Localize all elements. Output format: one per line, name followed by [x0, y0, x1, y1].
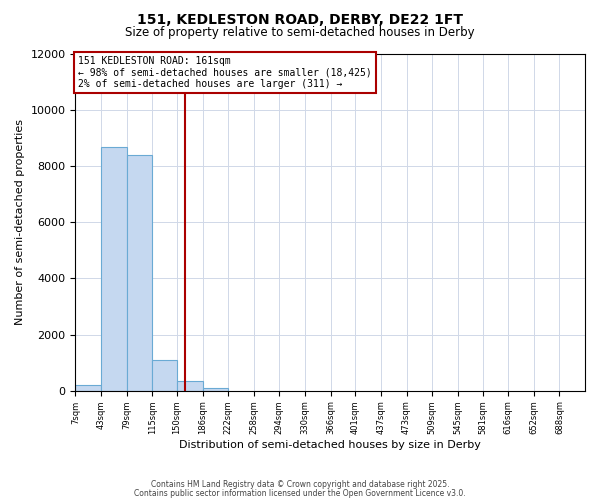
Bar: [101, 146, 127, 390]
Text: 151 KEDLESTON ROAD: 161sqm
← 98% of semi-detached houses are smaller (18,425)
2%: 151 KEDLESTON ROAD: 161sqm ← 98% of semi…: [78, 56, 372, 89]
Bar: [127, 155, 152, 390]
Bar: [152, 360, 177, 390]
Bar: [203, 388, 228, 390]
Text: 151, KEDLESTON ROAD, DERBY, DE22 1FT: 151, KEDLESTON ROAD, DERBY, DE22 1FT: [137, 12, 463, 26]
Y-axis label: Number of semi-detached properties: Number of semi-detached properties: [15, 120, 25, 326]
Text: Contains HM Land Registry data © Crown copyright and database right 2025.: Contains HM Land Registry data © Crown c…: [151, 480, 449, 489]
Text: Size of property relative to semi-detached houses in Derby: Size of property relative to semi-detach…: [125, 26, 475, 39]
Bar: [177, 381, 203, 390]
Bar: [76, 385, 101, 390]
X-axis label: Distribution of semi-detached houses by size in Derby: Distribution of semi-detached houses by …: [179, 440, 481, 450]
Text: Contains public sector information licensed under the Open Government Licence v3: Contains public sector information licen…: [134, 488, 466, 498]
